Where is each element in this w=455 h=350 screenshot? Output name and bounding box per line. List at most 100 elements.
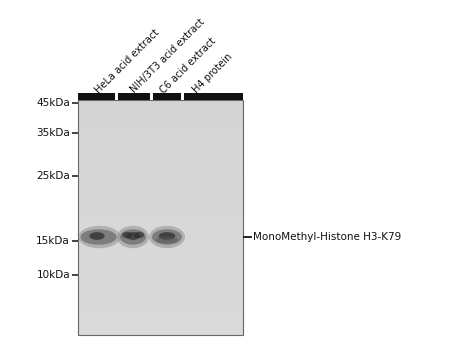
Bar <box>78 276 243 277</box>
Ellipse shape <box>117 226 149 248</box>
Bar <box>78 152 243 153</box>
Bar <box>78 122 243 123</box>
Text: H4 protein: H4 protein <box>191 51 234 95</box>
Ellipse shape <box>156 237 177 244</box>
Bar <box>78 294 243 295</box>
Bar <box>78 290 243 291</box>
Bar <box>78 299 243 300</box>
Bar <box>78 178 243 179</box>
Bar <box>78 308 243 309</box>
Bar <box>78 319 243 320</box>
Bar <box>78 261 243 262</box>
Bar <box>78 102 243 103</box>
Bar <box>78 266 243 267</box>
Bar <box>78 260 243 261</box>
Bar <box>78 134 243 135</box>
Bar <box>78 168 243 169</box>
Bar <box>78 259 243 260</box>
Bar <box>78 130 243 131</box>
Bar <box>78 254 243 255</box>
Bar <box>78 159 243 160</box>
Bar <box>78 209 243 210</box>
Bar <box>115 93 118 100</box>
Bar <box>78 281 243 282</box>
Bar <box>78 148 243 149</box>
Bar <box>78 224 243 225</box>
Bar <box>78 117 243 118</box>
Bar <box>78 316 243 317</box>
Bar <box>78 313 243 314</box>
Bar <box>78 302 243 303</box>
Bar <box>78 234 243 235</box>
Bar <box>78 157 243 158</box>
Bar <box>78 309 243 310</box>
Bar <box>78 100 243 101</box>
Bar <box>78 310 243 311</box>
Bar <box>78 193 243 194</box>
Bar <box>78 292 243 293</box>
Text: HeLa acid extract: HeLa acid extract <box>93 27 161 95</box>
Bar <box>78 300 243 301</box>
Bar <box>78 295 243 296</box>
Bar <box>78 296 243 298</box>
Bar <box>78 183 243 184</box>
Bar <box>78 278 243 279</box>
Bar <box>78 274 243 275</box>
Bar <box>78 305 243 306</box>
Bar <box>78 146 243 147</box>
Bar <box>78 245 243 246</box>
Bar <box>78 143 243 144</box>
Bar <box>78 229 243 230</box>
Bar <box>78 277 243 278</box>
Bar <box>78 241 243 242</box>
Bar <box>78 326 243 327</box>
Bar <box>78 103 243 104</box>
Bar <box>78 184 243 186</box>
Bar <box>78 124 243 125</box>
Bar <box>78 226 243 227</box>
Bar <box>78 311 243 312</box>
Bar <box>78 222 243 223</box>
Bar <box>78 307 243 308</box>
Bar <box>78 165 243 166</box>
Text: C6 acid extract: C6 acid extract <box>157 35 217 95</box>
Bar <box>78 284 243 285</box>
Bar <box>78 189 243 190</box>
Bar <box>78 247 243 248</box>
Bar <box>78 227 243 228</box>
Bar <box>78 114 243 115</box>
Bar <box>78 283 243 284</box>
Bar <box>78 196 243 197</box>
Bar <box>78 269 243 270</box>
Bar <box>78 201 243 202</box>
Bar <box>78 131 243 132</box>
Bar <box>78 161 243 162</box>
Bar <box>78 133 243 134</box>
Bar <box>78 155 243 156</box>
Bar <box>78 268 243 269</box>
Bar <box>78 238 243 239</box>
Bar <box>78 127 243 128</box>
Bar <box>78 324 243 325</box>
Bar <box>78 330 243 331</box>
Bar <box>78 256 243 257</box>
Bar <box>78 282 243 283</box>
Bar <box>78 244 243 245</box>
Bar <box>78 217 243 218</box>
Bar <box>78 289 243 290</box>
Bar <box>78 215 243 216</box>
Bar <box>78 120 243 121</box>
Bar <box>78 280 243 281</box>
Bar <box>78 223 243 224</box>
Bar <box>78 323 243 324</box>
Bar <box>78 230 243 231</box>
Bar <box>78 263 243 264</box>
Bar <box>78 147 243 148</box>
Bar <box>78 191 243 192</box>
Bar <box>78 321 243 322</box>
Bar <box>181 93 184 100</box>
Bar <box>78 101 243 102</box>
Ellipse shape <box>134 232 144 238</box>
Bar <box>78 267 243 268</box>
Bar <box>78 243 243 244</box>
